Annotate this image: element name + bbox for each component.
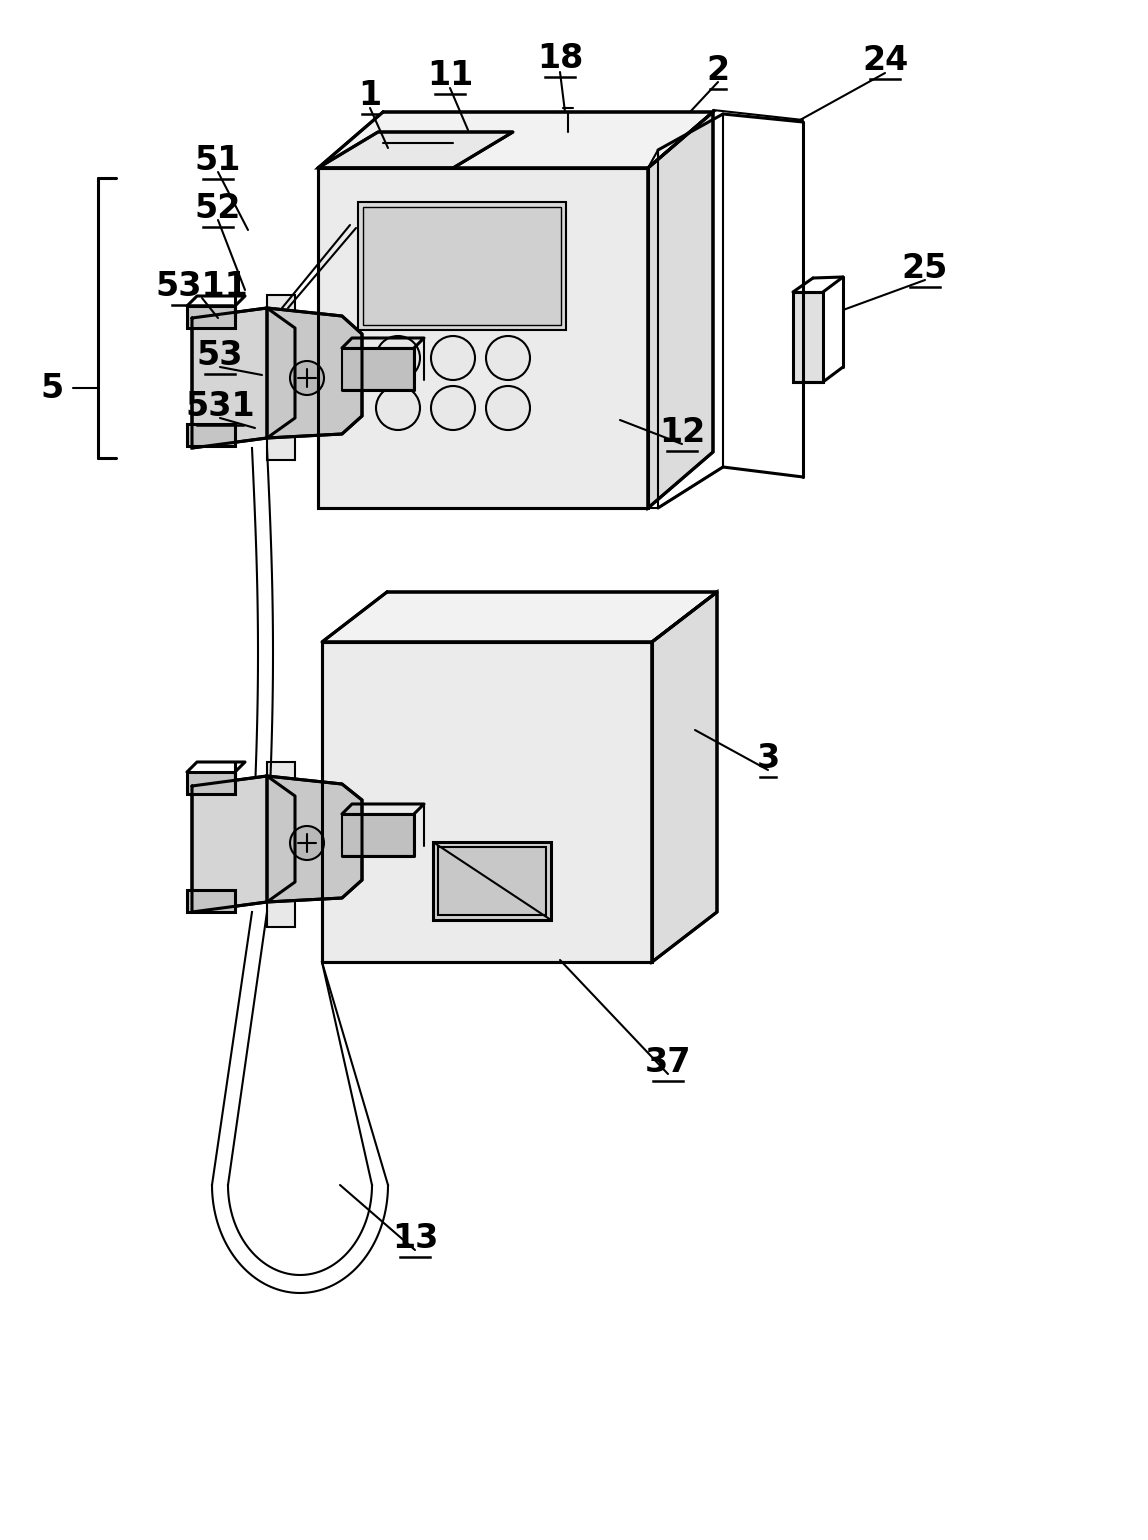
- Circle shape: [430, 387, 475, 430]
- Bar: [187, 890, 235, 912]
- Polygon shape: [267, 308, 362, 437]
- Bar: [342, 815, 414, 856]
- Text: 51: 51: [195, 143, 241, 177]
- Bar: [433, 842, 551, 919]
- Circle shape: [486, 336, 530, 380]
- Text: 24: 24: [862, 43, 908, 77]
- Circle shape: [486, 387, 530, 430]
- Polygon shape: [192, 308, 295, 448]
- Polygon shape: [318, 168, 647, 508]
- Text: 13: 13: [391, 1221, 439, 1255]
- Polygon shape: [318, 112, 713, 168]
- Text: 25: 25: [902, 251, 948, 285]
- Text: 52: 52: [195, 191, 241, 225]
- Circle shape: [290, 825, 324, 859]
- Polygon shape: [267, 776, 362, 902]
- Text: 5: 5: [40, 371, 63, 405]
- Text: 2: 2: [706, 54, 730, 86]
- Polygon shape: [192, 776, 295, 912]
- Text: 12: 12: [659, 416, 705, 448]
- Bar: [358, 202, 566, 330]
- Bar: [187, 424, 235, 447]
- Polygon shape: [321, 591, 718, 642]
- Polygon shape: [321, 642, 652, 962]
- Bar: [342, 348, 414, 390]
- Text: 531: 531: [185, 390, 255, 422]
- Circle shape: [377, 336, 420, 380]
- Text: 3: 3: [757, 741, 779, 775]
- Bar: [187, 306, 235, 328]
- Circle shape: [430, 336, 475, 380]
- Bar: [267, 762, 295, 927]
- Polygon shape: [647, 112, 713, 508]
- Text: 18: 18: [537, 42, 583, 74]
- Circle shape: [290, 360, 324, 394]
- Bar: [363, 206, 561, 325]
- Text: 53: 53: [196, 339, 243, 371]
- Bar: [187, 772, 235, 795]
- Polygon shape: [652, 591, 718, 962]
- Polygon shape: [793, 293, 823, 382]
- Polygon shape: [318, 132, 513, 168]
- Circle shape: [377, 387, 420, 430]
- Text: 37: 37: [645, 1046, 691, 1078]
- Text: 11: 11: [427, 59, 473, 91]
- Text: 1: 1: [358, 79, 381, 111]
- Bar: [267, 296, 295, 460]
- Bar: [439, 847, 546, 915]
- Text: 5311: 5311: [156, 270, 248, 302]
